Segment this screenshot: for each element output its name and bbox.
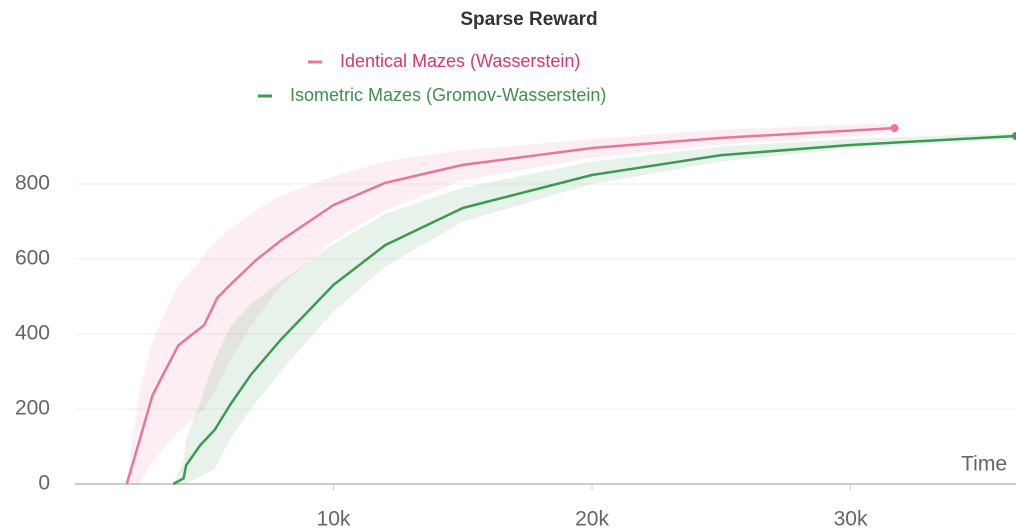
x-axis-label: Time: [961, 453, 1007, 476]
confidence-band: [173, 133, 1016, 484]
y-tick-label: 800: [15, 172, 50, 195]
y-tick-label: 600: [15, 247, 50, 270]
series-line: [172, 134, 1016, 486]
legend-label: Isometric Mazes (Gromov-Wasserstein): [290, 85, 606, 105]
plot-area: [125, 123, 1016, 486]
x-tick-label: 20k: [575, 508, 609, 531]
chart-title: Sparse Reward: [460, 9, 597, 30]
x-tick-label: 30k: [834, 508, 868, 531]
y-tick-label: 200: [15, 397, 50, 420]
confidence-band: [126, 123, 895, 484]
end-point: [1012, 132, 1016, 140]
y-tick-label: 400: [15, 322, 50, 345]
end-point: [890, 124, 899, 133]
y-tick-label: 0: [38, 472, 50, 495]
x-tick-label: 10k: [317, 508, 351, 531]
legend-label: Identical Mazes (Wasserstein): [340, 51, 580, 71]
series-line: [125, 126, 895, 485]
